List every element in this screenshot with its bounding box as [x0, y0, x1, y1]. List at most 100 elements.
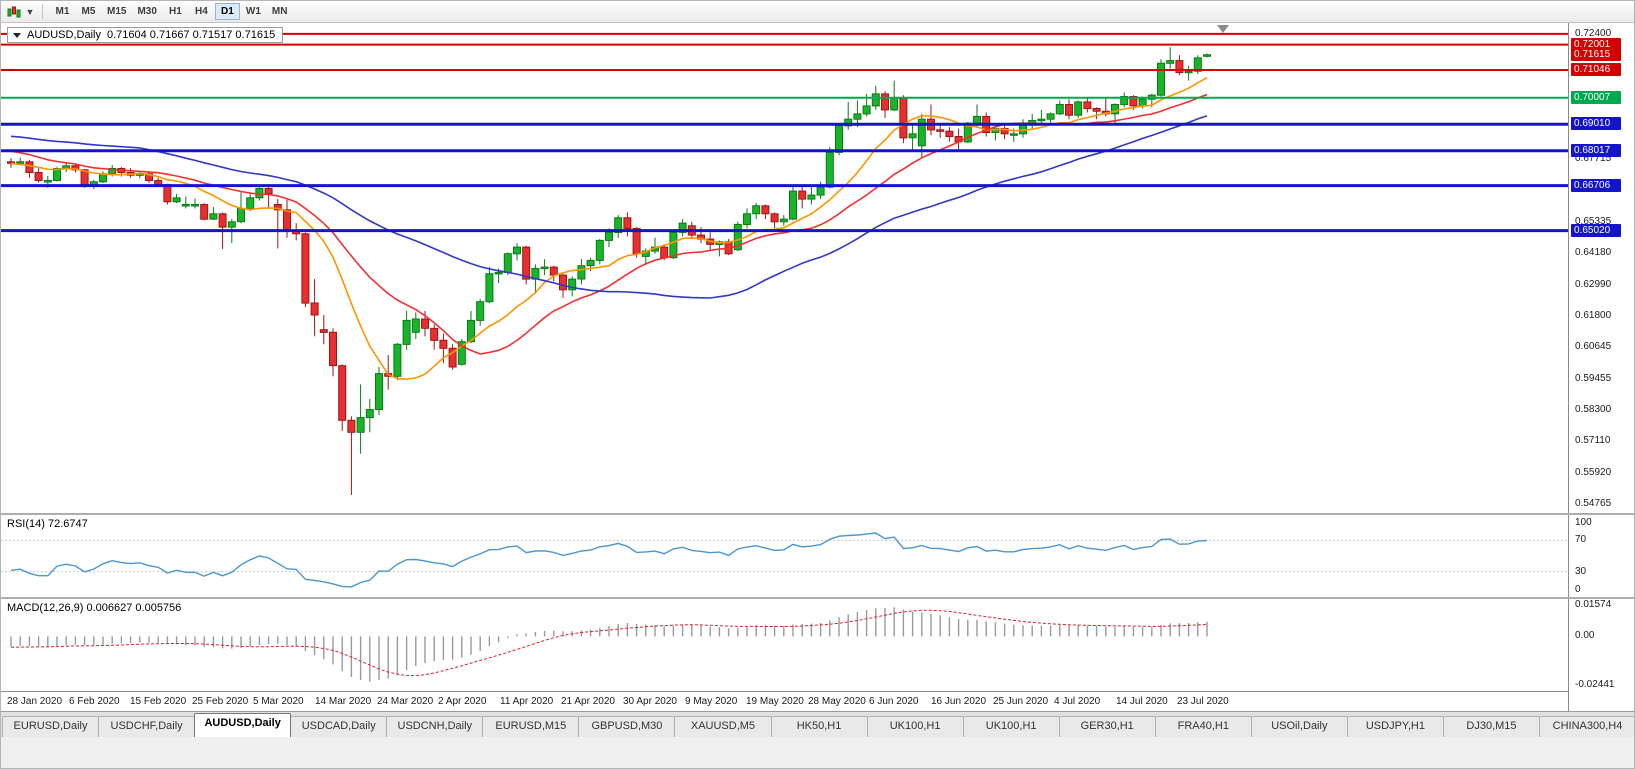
date-label: 28 Jan 2020 [7, 696, 63, 707]
date-label: 16 Jun 2020 [931, 696, 987, 707]
rsi-canvas[interactable] [1, 515, 1568, 597]
rsi-tick-30: 30 [1575, 565, 1587, 577]
chart-type-icon-glyph [7, 6, 21, 17]
tab-audusd-daily[interactable]: AUDUSD,Daily [194, 713, 292, 737]
chart-dropdown-icon[interactable] [13, 32, 21, 38]
tab-eurusd-m15[interactable]: EURUSD,M15 [482, 716, 580, 737]
date-axis[interactable]: 28 Jan 2020 6 Feb 2020 15 Feb 2020 25 Feb 2… [1, 691, 1568, 711]
tab-china300-h4[interactable]: CHINA300,H4 [1539, 716, 1634, 737]
macd-signal-line [10, 609, 1208, 677]
price-line-label-0.71046: 0.71046 [1571, 63, 1621, 76]
timeframe-button-m5[interactable]: M5 [81, 6, 96, 17]
price-chart-pane[interactable]: AUDUSD,Daily 0.71604 0.71667 0.71517 0.7… [1, 23, 1568, 513]
macd-pane[interactable]: MACD(12,26,9) 0.006627 0.005756 [1, 599, 1568, 691]
date-label: 5 Mar 2020 [253, 696, 304, 707]
rsi-label: RSI(14) 72.6747 [7, 518, 88, 530]
tab-gbpusd-m30[interactable]: GBPUSD,M30 [578, 716, 676, 737]
date-label: 6 Jun 2020 [869, 696, 919, 707]
tab-eurusd-daily[interactable]: EURUSD,Daily [2, 716, 100, 737]
timeframe-button-m30[interactable]: M30 [137, 6, 157, 17]
chart-tab-bar: EURUSD,Daily USDCHF,Daily AUDUSD,Daily USDC… [1, 711, 1634, 737]
rsi-pane[interactable]: RSI(14) 72.6747 [1, 515, 1568, 597]
chart-symbol: AUDUSD,Daily [27, 29, 101, 41]
rsi-tick-70: 70 [1575, 534, 1587, 546]
main-chart-canvas[interactable] [1, 23, 1568, 513]
chart-type-icon[interactable] [5, 4, 23, 20]
timeframe-button-mn[interactable]: MN [271, 6, 288, 17]
candles-layer [7, 47, 1211, 495]
timeframe-button-h4[interactable]: H4 [195, 6, 208, 17]
price-tick-0.67715: 0.67715 [1575, 152, 1612, 164]
price-line-label-0.69010: 0.69010 [1571, 117, 1621, 130]
tab-xauusd-m5[interactable]: XAUUSD,M5 [674, 716, 772, 737]
macd-histogram [10, 607, 1208, 682]
tab-fra40-h1[interactable]: FRA40,H1 [1154, 716, 1252, 737]
timeframe-button-group: M1 M5 M15 M30 H1 H4 D1 W1 MN [50, 3, 292, 20]
macd-tick-0.00: 0.00 [1575, 630, 1595, 641]
chart-shift-marker-icon[interactable] [1217, 25, 1229, 33]
price-tick-0.58300: 0.58300 [1575, 403, 1612, 415]
tab-hk50-h1[interactable]: HK50,H1 [770, 716, 868, 737]
rsi-tick-100: 100 [1575, 517, 1592, 528]
date-label: 6 Feb 2020 [69, 696, 120, 707]
price-line-label-0.72001: 0.72001 [1571, 38, 1621, 51]
tab-uk100-h1[interactable]: UK100,H1 [962, 716, 1060, 737]
horizontal-lines-layer [1, 32, 1568, 233]
date-label: 11 Apr 2020 [500, 696, 554, 707]
pane-splitter-rsi[interactable] [1, 513, 1634, 515]
price-tick-0.64180: 0.64180 [1575, 246, 1612, 258]
date-label: 28 May 2020 [808, 696, 866, 707]
price-tick-0.60645: 0.60645 [1575, 341, 1612, 353]
macd-tick-0.01574: 0.01574 [1575, 599, 1612, 610]
timeframe-button-m15[interactable]: M15 [107, 6, 127, 17]
chart-title-box[interactable]: AUDUSD,Daily 0.71604 0.71667 0.71517 0.7… [7, 27, 284, 43]
macd-tick--0.02441: -0.02441 [1575, 679, 1615, 690]
price-tick-0.59455: 0.59455 [1575, 372, 1612, 384]
tab-usoil-daily[interactable]: USOil,Daily [1250, 716, 1348, 737]
tab-ger30-h1[interactable]: GER30,H1 [1058, 716, 1156, 737]
toolbar: ▼ M1 M5 M15 M30 H1 H4 D1 W1 MN [1, 1, 1634, 23]
price-tick-0.72400: 0.72400 [1575, 27, 1612, 39]
date-label: 25 Feb 2020 [192, 696, 249, 707]
timeframe-button-m1[interactable]: M1 [55, 6, 70, 17]
timeframe-button-w1[interactable]: W1 [245, 6, 261, 17]
date-label: 14 Jul 2020 [1116, 696, 1168, 707]
tab-usdcnh-daily[interactable]: USDCNH,Daily [386, 716, 484, 737]
date-label: 9 May 2020 [685, 696, 738, 707]
price-line-label-0.70007: 0.70007 [1571, 91, 1621, 104]
price-tick-0.57110: 0.57110 [1575, 435, 1611, 447]
date-label: 21 Apr 2020 [561, 696, 615, 707]
ma-line-medium[interactable] [10, 93, 1208, 355]
tab-dj30-m15[interactable]: DJ30,M15 [1442, 716, 1540, 737]
timeframe-button-h1[interactable]: H1 [169, 6, 182, 17]
rsi-line [10, 532, 1208, 588]
date-label: 14 Mar 2020 [315, 696, 372, 707]
macd-canvas[interactable] [1, 599, 1568, 691]
chart-window: AUDUSD,Daily 0.71604 0.71667 0.71517 0.7… [1, 23, 1634, 711]
date-label: 19 May 2020 [746, 696, 804, 707]
price-line-label-0.71615: 0.71615 [1571, 48, 1621, 61]
chevron-down-icon[interactable]: ▼ [25, 6, 35, 17]
tab-uk100-h1[interactable]: UK100,H1 [866, 716, 964, 737]
tab-usdcad-daily[interactable]: USDCAD,Daily [290, 716, 388, 737]
price-tick-0.65335: 0.65335 [1575, 216, 1612, 228]
date-label: 23 Jul 2020 [1177, 696, 1229, 707]
ma-line-fast[interactable] [10, 76, 1208, 381]
price-tick-0.62990: 0.62990 [1575, 278, 1612, 290]
date-label: 2 Apr 2020 [438, 696, 487, 707]
ma-line-slow[interactable] [10, 115, 1208, 299]
toolbar-separator [42, 4, 43, 19]
tab-usdjpy-h1[interactable]: USDJPY,H1 [1346, 716, 1444, 737]
price-tick-0.55920: 0.55920 [1575, 467, 1612, 479]
rsi-tick-0: 0 [1575, 584, 1581, 595]
price-axis[interactable]: 0.72400 0.67715 0.65335 0.64180 0.62990 0.618… [1568, 23, 1634, 711]
tab-usdchf-daily[interactable]: USDCHF,Daily [98, 716, 196, 737]
price-line-label-0.65020: 0.65020 [1571, 224, 1621, 237]
price-line-label-0.66706: 0.66706 [1571, 179, 1621, 192]
timeframe-button-d1[interactable]: D1 [214, 3, 240, 20]
date-label: 4 Jul 2020 [1054, 696, 1101, 707]
price-tick-0.54765: 0.54765 [1575, 497, 1612, 509]
pane-splitter-macd[interactable] [1, 597, 1634, 599]
price-line-label-0.68017: 0.68017 [1571, 144, 1621, 157]
